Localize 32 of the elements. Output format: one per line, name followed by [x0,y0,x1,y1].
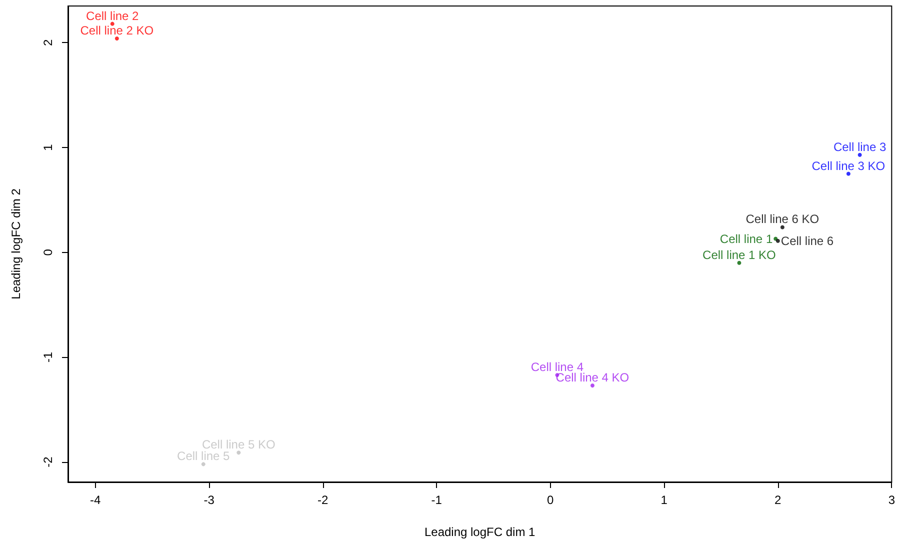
y-tick-label: 2 [41,39,55,46]
data-label: Cell line 4 KO [556,370,630,385]
x-tick-label: 3 [888,493,896,507]
point [114,36,119,40]
point [846,172,850,176]
point [780,225,784,230]
y-tick-label: 0 [41,248,55,256]
y-axis-title: Leading logFC dim 2 [9,188,23,300]
x-tick-label: -4 [90,493,101,507]
point [737,260,742,265]
data-label: Cell line 1 KO [702,248,776,262]
data-label: Cell line 2 [86,8,140,23]
x-tick-label: -2 [318,493,328,507]
data-label: Cell line 3 [833,140,886,154]
y-tick-label: -2 [41,456,55,468]
data-label: Cell line 3 KO [812,158,886,173]
x-tick-label: 1 [660,493,668,507]
point [236,450,241,455]
point [858,152,862,157]
x-tick-label: 0 [547,493,554,507]
x-tick-label: -3 [204,493,215,507]
data-label: Cell line 2 KO [80,24,154,38]
y-tick-label: -1 [41,352,55,363]
y-tick-label: 1 [41,144,55,151]
point [590,384,594,388]
x-tick-label: -1 [431,493,442,507]
x-axis-title: Leading logFC dim 1 [424,525,536,539]
data-label: Cell line 6 KO [746,212,820,226]
x-tick-label: 2 [774,493,782,507]
data-label: Cell line 1 [720,232,773,246]
data-label: Cell line 6 [780,234,834,248]
point [201,462,206,466]
